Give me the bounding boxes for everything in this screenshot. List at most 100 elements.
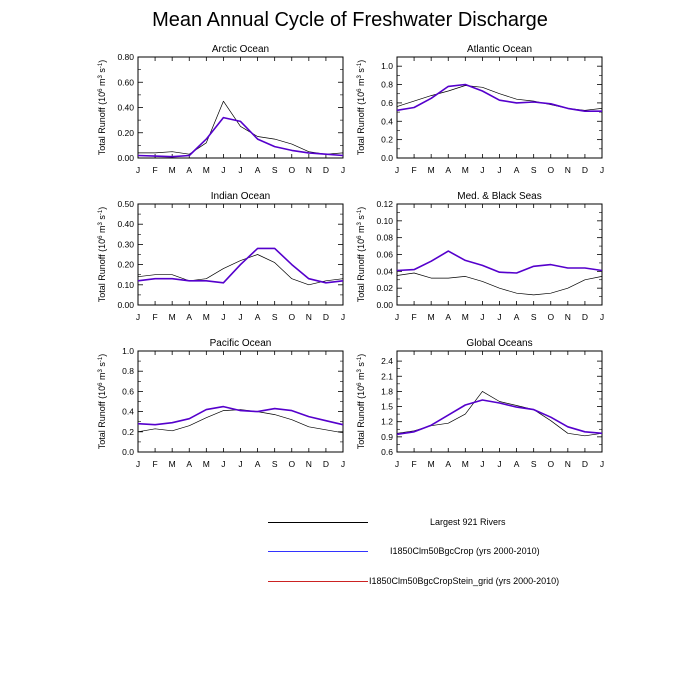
x-tick-label: J bbox=[136, 165, 140, 175]
y-tick-label: 2.1 bbox=[381, 371, 393, 381]
y-tick-label: 0.20 bbox=[117, 260, 134, 270]
y-tick-label: 0.00 bbox=[117, 300, 134, 310]
y-tick-label: 0.2 bbox=[122, 427, 134, 437]
plot-frame bbox=[137, 203, 344, 306]
y-tick-label: 0.6 bbox=[122, 386, 134, 396]
x-tick-label: S bbox=[531, 312, 537, 322]
x-tick-label: M bbox=[203, 459, 210, 469]
y-tick-label: 0.40 bbox=[117, 103, 134, 113]
x-tick-label: J bbox=[600, 165, 604, 175]
panel-title: Indian Ocean bbox=[211, 191, 271, 202]
x-tick-label: O bbox=[547, 459, 554, 469]
x-tick-label: A bbox=[514, 165, 520, 175]
x-tick-label: J bbox=[497, 459, 501, 469]
y-axis-label: Total Runoff (106 m3 s-1) bbox=[97, 207, 107, 302]
plot-frame bbox=[396, 56, 603, 159]
x-tick-label: D bbox=[582, 312, 588, 322]
series-model-line bbox=[396, 250, 603, 274]
x-tick-label: J bbox=[136, 312, 140, 322]
legend-swatch-crop bbox=[268, 551, 368, 552]
x-tick-label: M bbox=[169, 165, 176, 175]
x-tick-label: N bbox=[306, 165, 312, 175]
series-model-line bbox=[396, 399, 603, 436]
x-tick-label: O bbox=[288, 459, 295, 469]
x-tick-label: N bbox=[565, 165, 571, 175]
x-tick-label: S bbox=[272, 312, 278, 322]
y-tick-label: 0.40 bbox=[117, 219, 134, 229]
x-tick-label: D bbox=[582, 459, 588, 469]
y-tick-label: 1.2 bbox=[381, 417, 393, 427]
x-tick-label: O bbox=[288, 165, 295, 175]
y-tick-label: 0.00 bbox=[117, 153, 134, 163]
y-tick-label: 0.30 bbox=[117, 239, 134, 249]
x-tick-label: J bbox=[497, 312, 501, 322]
x-tick-label: M bbox=[462, 459, 469, 469]
x-tick-label: F bbox=[152, 165, 157, 175]
x-tick-label: M bbox=[169, 312, 176, 322]
x-tick-label: J bbox=[480, 312, 484, 322]
legend-swatch-stein bbox=[268, 581, 368, 582]
x-tick-label: M bbox=[428, 312, 435, 322]
y-tick-label: 0.00 bbox=[376, 300, 393, 310]
x-tick-label: O bbox=[288, 312, 295, 322]
panel-title: Global Oceans bbox=[466, 338, 532, 349]
series-model-line bbox=[396, 83, 602, 112]
y-axis-label: Total Runoff (106 m3 s-1) bbox=[97, 354, 107, 449]
y-tick-label: 1.0 bbox=[122, 346, 134, 356]
x-tick-label: M bbox=[428, 459, 435, 469]
x-tick-label: O bbox=[547, 165, 554, 175]
series-rivers-line bbox=[137, 409, 344, 434]
x-tick-label: A bbox=[255, 312, 261, 322]
x-tick-label: N bbox=[565, 312, 571, 322]
panel-title: Atlantic Ocean bbox=[467, 44, 532, 55]
x-tick-label: M bbox=[169, 459, 176, 469]
x-tick-label: A bbox=[186, 312, 192, 322]
legend-item-stein: I1850Clm50BgcCropStein_grid (yrs 2000-20… bbox=[265, 574, 685, 588]
x-tick-label: J bbox=[221, 312, 225, 322]
x-tick-label: A bbox=[514, 312, 520, 322]
y-tick-label: 0.4 bbox=[122, 407, 134, 417]
x-tick-label: M bbox=[462, 312, 469, 322]
x-tick-label: D bbox=[323, 459, 329, 469]
x-tick-label: N bbox=[565, 459, 571, 469]
x-tick-label: F bbox=[152, 459, 157, 469]
series-rivers-line bbox=[396, 85, 603, 111]
y-tick-label: 0.4 bbox=[381, 116, 393, 126]
legend-label-rivers: Largest 921 Rivers bbox=[430, 517, 506, 527]
figure-title: Mean Annual Cycle of Freshwater Discharg… bbox=[152, 9, 548, 31]
y-tick-label: 0.60 bbox=[117, 77, 134, 87]
x-tick-label: J bbox=[480, 165, 484, 175]
y-tick-label: 0.80 bbox=[117, 52, 134, 62]
x-tick-label: M bbox=[203, 165, 210, 175]
x-tick-label: S bbox=[531, 459, 537, 469]
y-tick-label: 0.02 bbox=[376, 283, 393, 293]
x-tick-label: S bbox=[531, 165, 537, 175]
x-tick-label: J bbox=[395, 459, 399, 469]
series-rivers-line bbox=[396, 272, 603, 296]
x-tick-label: A bbox=[445, 165, 451, 175]
y-tick-label: 0.08 bbox=[376, 233, 393, 243]
panel-title: Med. & Black Seas bbox=[457, 191, 541, 202]
x-tick-label: J bbox=[480, 459, 484, 469]
y-tick-label: 0.10 bbox=[376, 216, 393, 226]
x-tick-label: F bbox=[411, 459, 416, 469]
x-tick-label: J bbox=[238, 165, 242, 175]
y-tick-label: 1.8 bbox=[381, 386, 393, 396]
plot-frame bbox=[137, 56, 344, 159]
x-tick-label: F bbox=[411, 312, 416, 322]
y-axis-label: Total Runoff (106 m3 s-1) bbox=[356, 354, 366, 449]
y-tick-label: 2.4 bbox=[381, 356, 393, 366]
legend-item-crop: I1850Clm50BgcCrop (yrs 2000-2010) bbox=[265, 544, 685, 558]
series-model-line bbox=[137, 247, 344, 284]
x-tick-label: J bbox=[221, 459, 225, 469]
y-tick-label: 1.5 bbox=[381, 402, 393, 412]
y-tick-label: 0.04 bbox=[376, 266, 393, 276]
panel-title: Pacific Ocean bbox=[210, 338, 272, 349]
x-tick-label: N bbox=[306, 459, 312, 469]
y-tick-label: 0.0 bbox=[381, 153, 393, 163]
x-tick-label: A bbox=[255, 459, 261, 469]
x-tick-label: M bbox=[462, 165, 469, 175]
